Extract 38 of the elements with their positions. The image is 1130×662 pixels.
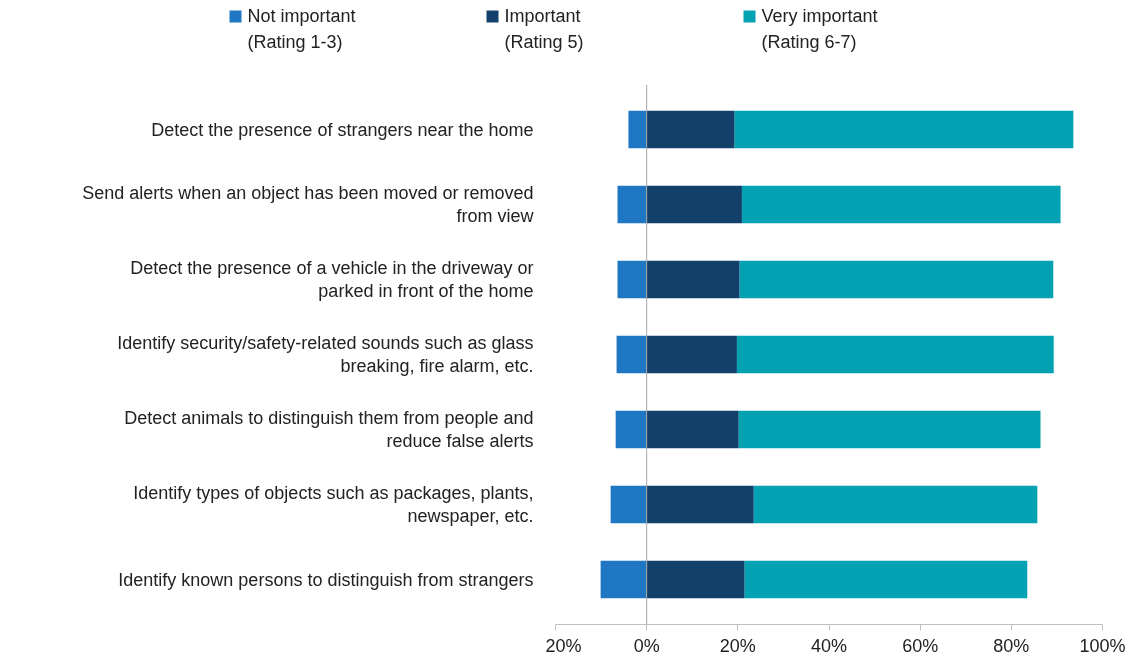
y-tick-label: Send alerts when an object has been moved or removed from view xyxy=(82,183,535,226)
bar xyxy=(646,110,735,149)
x-tick-label: 20% xyxy=(719,635,756,656)
x-tick-label: 20% xyxy=(545,635,582,656)
bar xyxy=(617,185,647,224)
legend-label: Very important (Rating 6-7) xyxy=(761,5,878,52)
bar xyxy=(646,410,739,449)
bar xyxy=(736,335,1054,374)
x-tick-label: 60% xyxy=(902,635,939,656)
bar xyxy=(734,110,1074,149)
bar xyxy=(610,485,647,524)
legend-label: Important (Rating 5) xyxy=(504,5,584,52)
bar xyxy=(646,185,742,224)
bar xyxy=(600,560,647,599)
y-tick-label: Identify security/safety-related sounds such as glass breaking, fire alarm, etc. xyxy=(117,333,534,376)
bar xyxy=(617,260,647,299)
y-tick-label: Detect the presence of strangers near the home xyxy=(151,119,534,140)
bar xyxy=(646,560,745,599)
y-tick-label: Identify known persons to distinguish from strangers xyxy=(118,569,534,590)
bar xyxy=(646,335,737,374)
bar xyxy=(646,260,740,299)
x-tick-label: 100% xyxy=(1079,635,1126,656)
bar xyxy=(615,410,647,449)
bar xyxy=(646,485,754,524)
y-tick-label: Detect the presence of a vehicle in the driveway or parked in front of the home xyxy=(130,258,534,301)
x-tick-label: 80% xyxy=(993,635,1030,656)
x-tick-label: 40% xyxy=(810,635,848,656)
bar xyxy=(738,410,1041,449)
y-tick-label: Identify types of objects such as packages, plants, newspaper, etc. xyxy=(133,483,534,526)
bar xyxy=(739,260,1054,299)
bar xyxy=(753,485,1038,524)
bar xyxy=(744,560,1028,599)
bar xyxy=(628,110,647,149)
y-tick-label: Detect animals to distinguish them from people and reduce false alerts xyxy=(124,408,534,451)
bar xyxy=(741,185,1061,224)
legend-label: Not important (Rating 1-3) xyxy=(247,5,356,52)
x-tick-label: 0% xyxy=(633,635,660,656)
bar xyxy=(616,335,647,374)
